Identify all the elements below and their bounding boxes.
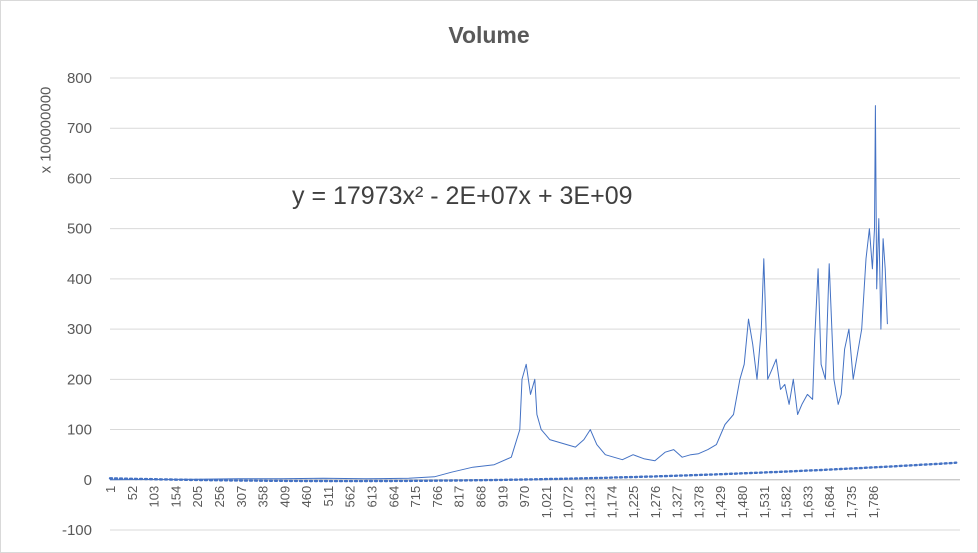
x-tick-label: 1,225	[626, 486, 641, 519]
x-axis: 1 52 103 154 205 256 307 358 409 460 511 562 613 664 7…	[103, 486, 881, 519]
x-tick-label: 103	[147, 486, 162, 508]
x-tick-label: 1,327	[670, 486, 685, 519]
trendline	[108, 461, 958, 483]
y-tick-label: 600	[67, 170, 92, 187]
x-tick-label: 715	[408, 486, 423, 508]
x-tick-label: 562	[343, 486, 358, 508]
y-tick-label: 800	[67, 70, 92, 87]
x-tick-label: 1,582	[779, 486, 794, 519]
x-tick-label: 1,072	[561, 486, 576, 519]
x-tick-label: 1,021	[539, 486, 554, 519]
y-axis: -100 0 100 200 300 400 500 600 700 800	[62, 70, 92, 539]
y-tick-label: 700	[67, 120, 92, 137]
y-tick-label: 200	[67, 371, 92, 388]
x-tick-label: 919	[495, 486, 510, 508]
x-tick-label: 1,378	[691, 486, 706, 519]
y-tick-label: 0	[84, 472, 92, 489]
x-tick-label: 256	[212, 486, 227, 508]
x-tick-label: 1,174	[604, 486, 619, 519]
y-tick-label: 100	[67, 422, 92, 439]
x-tick-label: 613	[365, 486, 380, 508]
x-tick-label: 511	[321, 486, 336, 507]
y-tick-label: 300	[67, 321, 92, 338]
x-tick-label: 817	[452, 486, 467, 508]
x-tick-label: 1,276	[648, 486, 663, 519]
gridlines	[110, 77, 960, 531]
x-tick-label: 970	[517, 486, 532, 508]
x-tick-label: 868	[474, 486, 489, 508]
x-tick-label: 1,786	[866, 486, 881, 519]
x-tick-label: 460	[299, 486, 314, 508]
y-tick-label: 400	[67, 271, 92, 288]
volume-series-line	[109, 105, 888, 481]
x-tick-label: 1,684	[822, 486, 837, 519]
x-tick-label: 1,429	[713, 486, 728, 519]
x-tick-label: 307	[234, 486, 249, 508]
y-tick-label: 500	[67, 221, 92, 238]
x-tick-label: 664	[386, 486, 401, 508]
trendline-equation: y = 17973x² - 2E+07x + 3E+09	[292, 182, 633, 210]
chart-title: Volume	[448, 22, 530, 48]
x-tick-label: 409	[277, 486, 292, 508]
series-group	[108, 105, 958, 483]
x-tick-label: 358	[256, 486, 271, 508]
x-tick-label: 1,531	[757, 486, 772, 519]
x-tick-label: 1	[103, 486, 118, 493]
x-tick-label: 1,123	[582, 486, 597, 519]
x-tick-label: 154	[168, 486, 183, 508]
x-tick-label: 52	[125, 486, 140, 500]
x-tick-label: 1,735	[844, 486, 859, 519]
x-tick-label: 766	[430, 486, 445, 508]
x-tick-label: 205	[190, 486, 205, 508]
x-tick-label: 1,633	[800, 486, 815, 519]
y-tick-label: -100	[62, 522, 92, 539]
x-tick-label: 1,480	[735, 486, 750, 519]
